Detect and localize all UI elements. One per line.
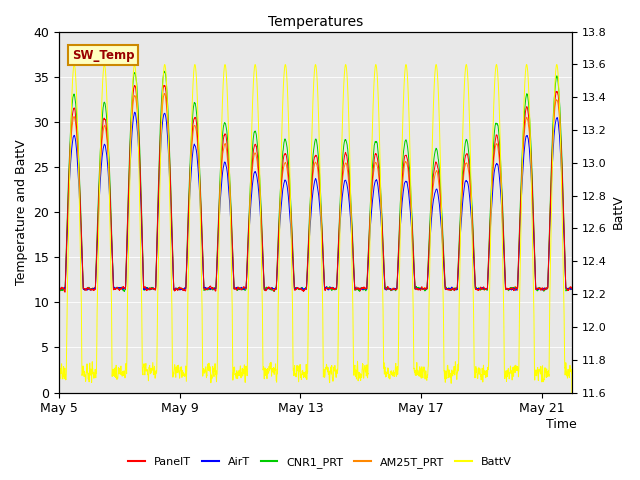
X-axis label: Time: Time	[546, 418, 577, 431]
Y-axis label: BattV: BattV	[612, 195, 625, 229]
Text: SW_Temp: SW_Temp	[72, 48, 134, 61]
Title: Temperatures: Temperatures	[268, 15, 363, 29]
Legend: PanelT, AirT, CNR1_PRT, AM25T_PRT, BattV: PanelT, AirT, CNR1_PRT, AM25T_PRT, BattV	[124, 452, 516, 472]
Y-axis label: Temperature and BattV: Temperature and BattV	[15, 139, 28, 285]
